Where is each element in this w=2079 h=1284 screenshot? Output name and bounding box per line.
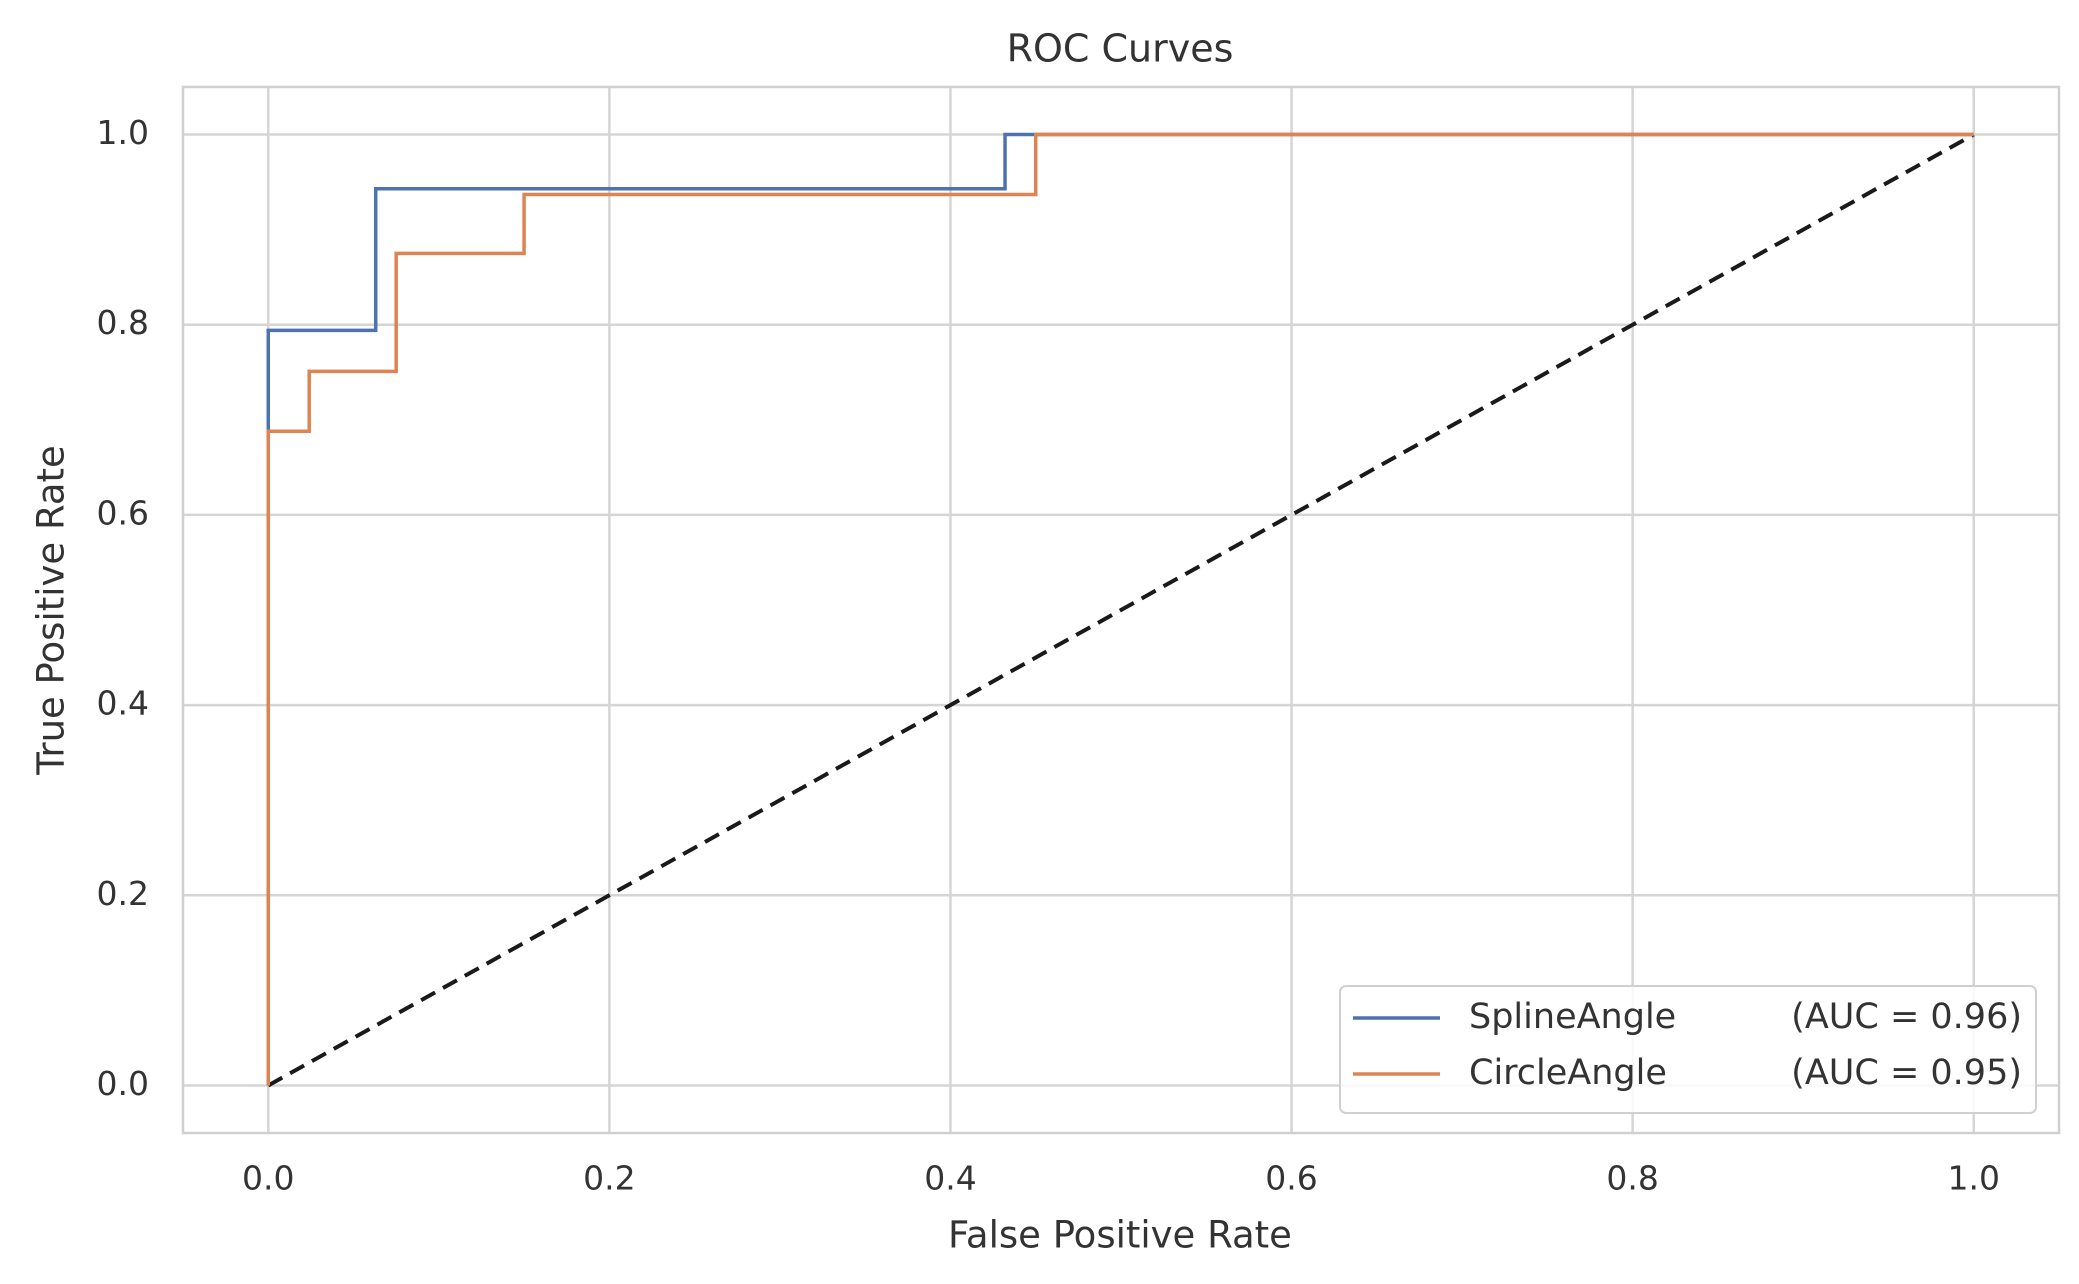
- y-tick-label: 0.2: [97, 874, 149, 913]
- x-axis-label: False Positive Rate: [948, 1214, 1292, 1257]
- y-tick-label: 0.4: [97, 684, 149, 723]
- y-tick-label: 0.6: [97, 493, 149, 532]
- legend-box: [1339, 985, 2037, 1114]
- roc-line: [266, 132, 1974, 1086]
- x-tick-label: 0.6: [1265, 1159, 1317, 1198]
- y-tick-label: 0.8: [97, 303, 149, 342]
- y-axis-label: True Positive Rate: [30, 445, 73, 776]
- chart-title: ROC Curves: [1007, 27, 1234, 71]
- reference-line: [267, 132, 1975, 1088]
- y-tick-label: 1.0: [97, 113, 149, 152]
- plot-frame: [181, 85, 2061, 1135]
- roc-line: [266, 132, 1974, 1086]
- y-tick-label: 0.0: [97, 1064, 149, 1103]
- x-tick-label: 0.8: [1606, 1159, 1658, 1198]
- legend-label: SplineAngle: [1469, 997, 1676, 1037]
- x-tick-label: 1.0: [1947, 1159, 1999, 1198]
- x-tick-label: 0.4: [924, 1159, 976, 1198]
- x-tick-label: 0.2: [583, 1159, 635, 1198]
- legend-label: CircleAngle: [1469, 1053, 1667, 1093]
- legend-auc: (AUC = 0.96): [1791, 997, 2022, 1037]
- legend-auc: (AUC = 0.95): [1791, 1053, 2022, 1093]
- x-tick-label: 0.0: [242, 1159, 294, 1198]
